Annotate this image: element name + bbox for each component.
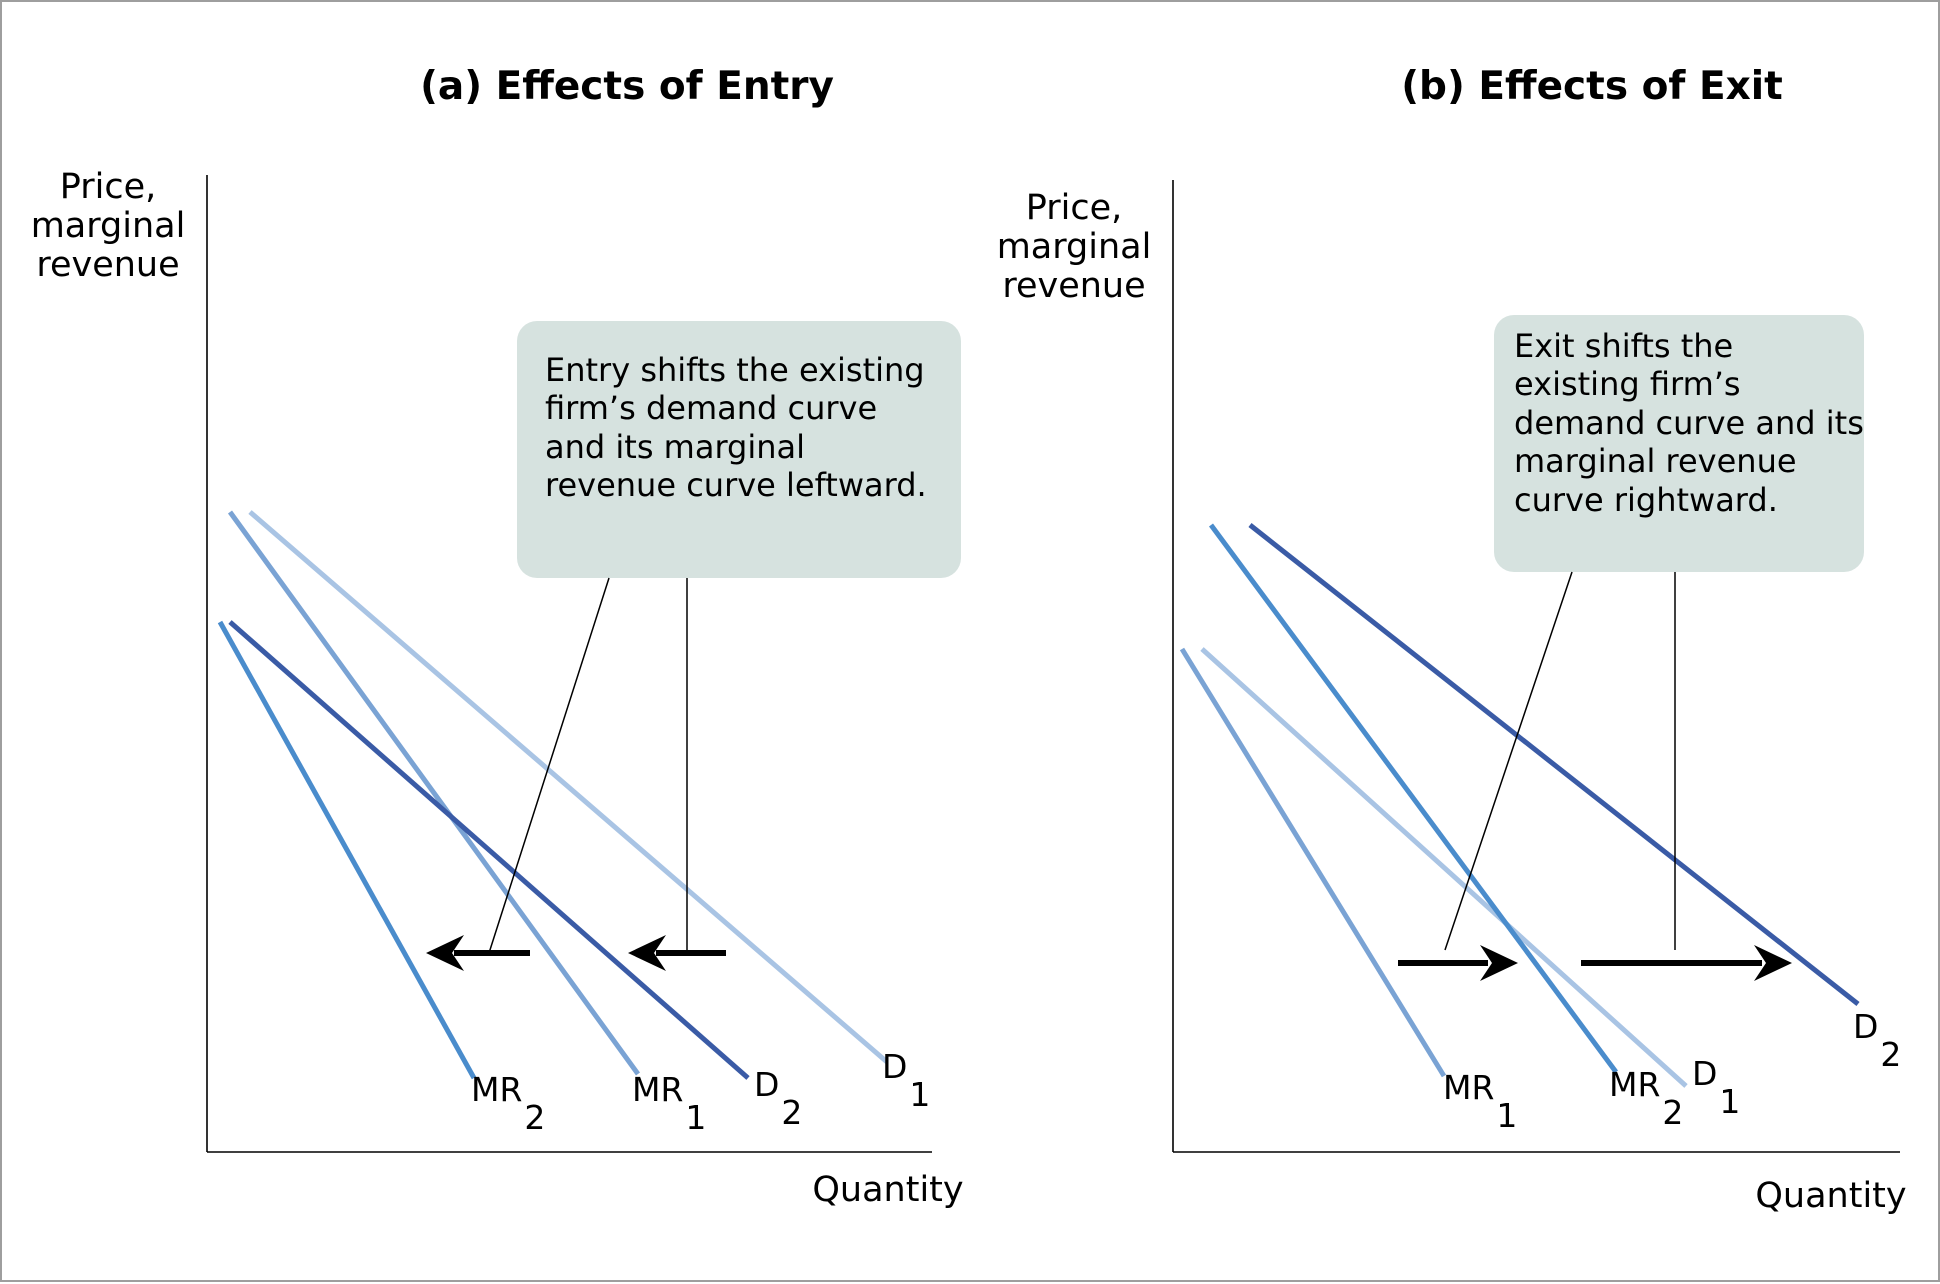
panel-a-title: (a) Effects of Entry <box>420 64 834 109</box>
panel-b-mr2-label: MR2 <box>1609 1065 1683 1132</box>
panel-a-y-axis-label-line-2: marginal <box>31 206 186 246</box>
panel-b-shift-arrow-2 <box>1581 945 1792 981</box>
panel-a-x-axis-label: Quantity <box>812 1170 963 1210</box>
panel-a-shift-arrow-2 <box>628 935 726 971</box>
panel-a-d1-curve <box>248 510 889 1064</box>
panel-b-mr1-label-sub: 1 <box>1496 1096 1517 1135</box>
panel-b-mr2-label-main: MR <box>1609 1065 1660 1104</box>
panel-a-d2-curve <box>228 620 750 1080</box>
panel-a: (a) Effects of Entry Price, marginal rev… <box>31 64 964 1210</box>
panel-a-d1-label: D1 <box>882 1047 930 1114</box>
panel-b-mr1-curve <box>1179 647 1447 1078</box>
panel-a-shift-arrow-2-head <box>628 935 666 971</box>
panel-b-d2-label: D2 <box>1853 1007 1901 1074</box>
panel-b-d2-curve <box>1248 523 1860 1006</box>
panel-b-y-axis-label-line-1: Price, <box>1026 188 1123 228</box>
panel-a-mr2-curve <box>217 620 477 1080</box>
panel-a-mr1-label-sub: 1 <box>685 1098 706 1137</box>
panel-b-mr1-label-main: MR <box>1443 1068 1494 1107</box>
panel-a-leader-line-1 <box>488 577 610 954</box>
panel-b-d2-label-main: D <box>1853 1007 1878 1046</box>
panel-a-d2-label: D2 <box>754 1065 802 1132</box>
panel-b-callout-line-4: marginal revenue <box>1514 442 1797 480</box>
panel-b-d2-label-sub: 2 <box>1880 1035 1901 1074</box>
panel-a-mr1-label-main: MR <box>632 1070 683 1109</box>
panel-b-shift-arrow-2-head <box>1754 945 1792 981</box>
panel-b-d1-curve <box>1200 647 1688 1088</box>
panel-b-d1-label-main: D <box>1692 1054 1717 1093</box>
panel-a-mr1-curve <box>227 510 641 1076</box>
panel-a-d1-label-sub: 1 <box>909 1075 930 1114</box>
panel-b-callout-line-3: demand curve and its <box>1514 404 1864 442</box>
panel-a-callout-line-1: Entry shifts the existing <box>545 351 925 389</box>
panel-b-shift-arrow-1 <box>1398 945 1518 981</box>
panel-a-callout-line-4: revenue curve leftward. <box>545 466 927 504</box>
panel-b: (b) Effects of Exit Price, marginal reve… <box>997 64 1907 1216</box>
panel-b-leader-line-1 <box>1444 571 1573 951</box>
panel-a-y-axis-label-line-3: revenue <box>36 245 179 285</box>
panel-b-callout-box <box>1494 315 1864 572</box>
panel-a-d2-label-sub: 2 <box>781 1093 802 1132</box>
panel-a-mr2-label-main: MR <box>471 1070 522 1109</box>
panel-a-shift-arrow-1 <box>426 935 530 971</box>
panel-a-callout-line-2: firm’s demand curve <box>545 389 877 427</box>
panel-a-callout-box <box>517 321 961 578</box>
panel-a-d2-label-main: D <box>754 1065 779 1104</box>
panel-b-mr2-label-sub: 2 <box>1662 1093 1683 1132</box>
panel-b-mr1-label: MR1 <box>1443 1068 1517 1135</box>
panel-b-title: (b) Effects of Exit <box>1401 64 1783 109</box>
panel-a-mr2-label-sub: 2 <box>524 1098 545 1137</box>
panel-a-y-axis-label-line-1: Price, <box>60 167 157 207</box>
panel-b-callout-line-5: curve rightward. <box>1514 481 1778 519</box>
panel-a-d1-label-main: D <box>882 1047 907 1086</box>
panel-b-callout-line-2: existing firm’s <box>1514 365 1741 403</box>
panel-b-mr2-curve <box>1208 523 1619 1074</box>
panel-b-callout-line-1: Exit shifts the <box>1514 327 1733 365</box>
panel-b-x-axis-label: Quantity <box>1755 1176 1906 1216</box>
panel-a-shift-arrow-1-head <box>426 935 464 971</box>
panel-b-d1-label-sub: 1 <box>1719 1082 1740 1121</box>
panel-b-shift-arrow-1-head <box>1480 945 1518 981</box>
panel-b-y-axis-label-line-3: revenue <box>1002 266 1145 306</box>
panel-b-y-axis-label-line-2: marginal <box>997 227 1152 267</box>
panel-a-mr2-label: MR2 <box>471 1070 545 1137</box>
panel-b-d1-label: D1 <box>1692 1054 1740 1121</box>
panel-a-callout-line-3: and its marginal <box>545 428 805 466</box>
panel-a-mr1-label: MR1 <box>632 1070 706 1137</box>
